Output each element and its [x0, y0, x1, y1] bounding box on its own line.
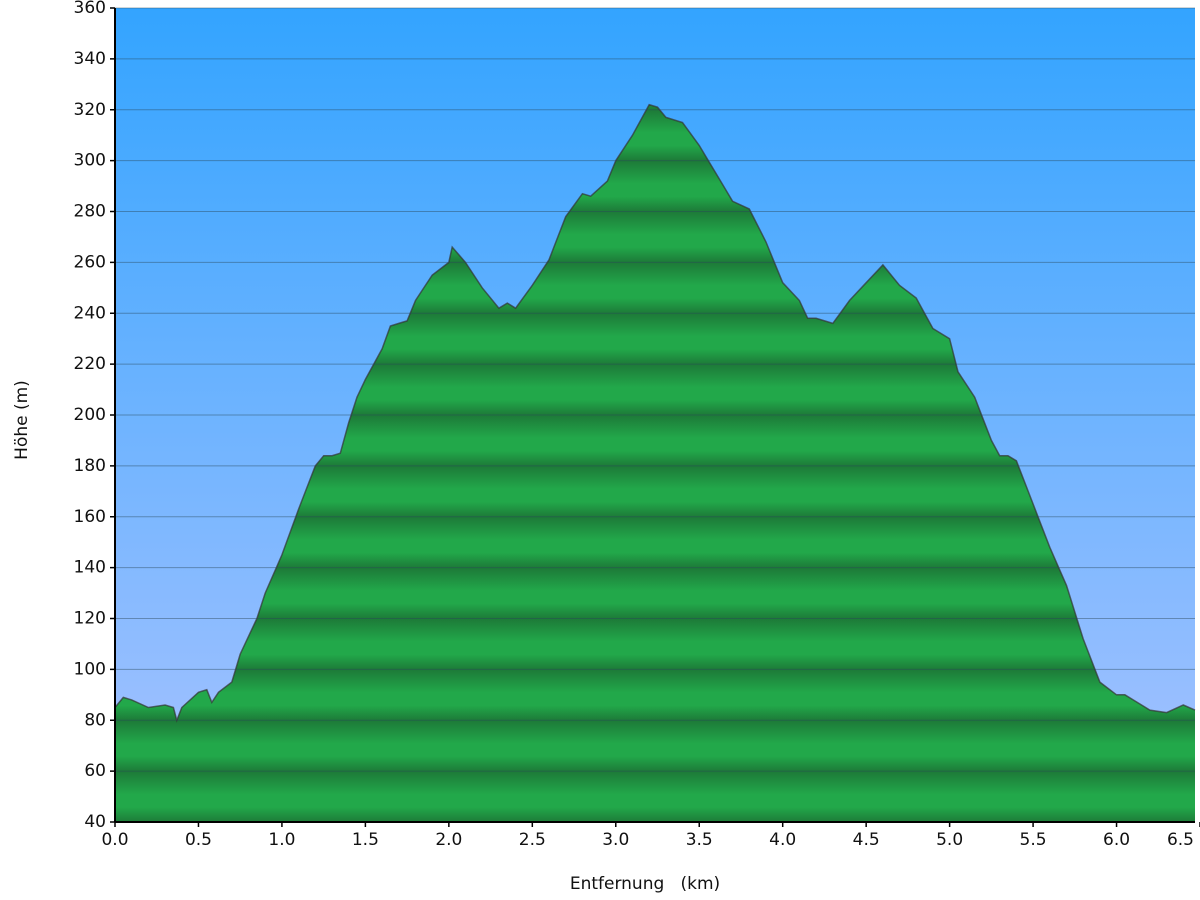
x-tick-label: 2.0 [435, 830, 462, 850]
y-tick-label: 160 [74, 507, 106, 527]
x-tick-label: 6.5 [1167, 830, 1194, 850]
y-tick-label: 360 [74, 0, 106, 18]
y-tick-label: 140 [74, 558, 106, 578]
y-tick-label: 280 [74, 202, 106, 222]
x-tick-label: 4.0 [769, 830, 796, 850]
y-tick-label: 320 [74, 100, 106, 120]
y-tick-label: 300 [74, 151, 106, 171]
x-tick-label: 1.0 [268, 830, 295, 850]
y-tick-label: 100 [74, 659, 106, 679]
x-tick-label: 4.5 [853, 830, 880, 850]
y-tick-label: 340 [74, 49, 106, 69]
y-tick-label: 260 [74, 252, 106, 272]
y-tick-label: 200 [74, 405, 106, 425]
x-tick-label: 6.0 [1103, 830, 1130, 850]
y-tick-label: 240 [74, 303, 106, 323]
y-tick-label: 180 [74, 456, 106, 476]
elevation-area [115, 104, 1195, 822]
y-tick-label: 80 [84, 710, 106, 730]
x-tick-label: 5.5 [1020, 830, 1047, 850]
elevation-line [114, 103, 1196, 723]
x-tick-label: 5.0 [936, 830, 963, 850]
y-tick-label: 220 [74, 354, 106, 374]
x-tick-label: 0.5 [185, 830, 212, 850]
y-tick-label: 120 [74, 609, 106, 629]
x-tick-label: 0.0 [101, 830, 128, 850]
x-tick-label: 2.5 [519, 830, 546, 850]
y-axis-label: Höhe (m) [12, 380, 32, 460]
x-axis-label: Entfernung (km) [570, 874, 720, 894]
y-tick-label: 40 [84, 812, 106, 832]
y-tick-label: 60 [84, 761, 106, 781]
x-tick-label: 3.5 [686, 830, 713, 850]
x-tick-label: 3.0 [602, 830, 629, 850]
x-tick-label: 1.5 [352, 830, 379, 850]
